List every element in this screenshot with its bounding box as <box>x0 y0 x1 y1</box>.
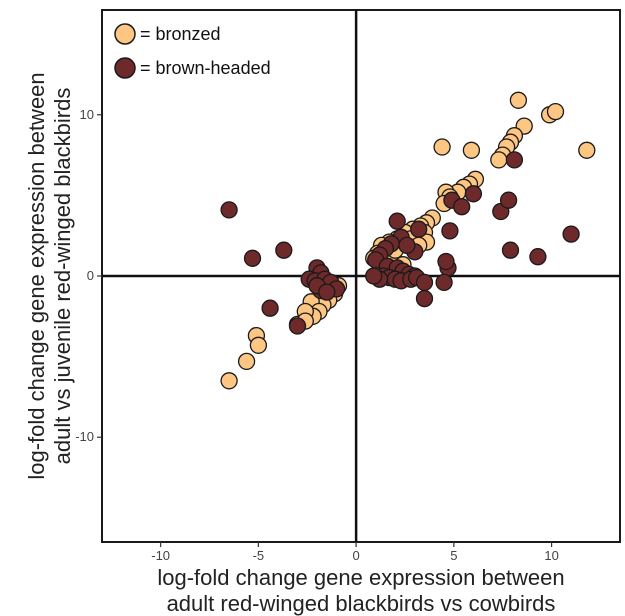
data-point-brown-headed <box>505 151 524 169</box>
legend-label-bronzed: = bronzed <box>140 24 221 44</box>
data-point-bronzed <box>237 352 256 371</box>
data-point-brown-headed <box>365 267 383 285</box>
data-point-brown-headed <box>415 273 434 292</box>
data-point-brown-headed <box>318 283 336 301</box>
data-point-brown-headed <box>435 273 453 292</box>
legend-marker-bronzed <box>114 23 136 45</box>
data-point-brown-headed <box>437 252 455 271</box>
data-point-bronzed <box>490 151 508 169</box>
y-tick-label: 0 <box>87 268 94 283</box>
data-point-bronzed <box>220 372 238 390</box>
legend: = bronzed = brown-headed <box>114 23 271 79</box>
data-point-brown-headed <box>410 220 428 238</box>
data-point-bronzed <box>462 141 481 159</box>
data-point-brown-headed <box>562 225 580 243</box>
x-axis-label-line-2: adult red-winged blackbirds vs cowbirds <box>167 591 556 616</box>
x-tick-label: -5 <box>253 548 265 563</box>
data-point-brown-headed <box>261 299 279 317</box>
data-point-bronzed <box>546 102 565 121</box>
data-point-brown-headed <box>453 198 471 216</box>
data-point-brown-headed <box>529 248 547 266</box>
data-point-brown-headed <box>275 241 293 259</box>
data-point-brown-headed <box>398 236 416 255</box>
data-point-brown-headed <box>243 249 262 267</box>
data-points <box>220 91 596 390</box>
data-point-bronzed <box>509 91 528 109</box>
data-point-brown-headed <box>288 317 307 335</box>
axis-ticks: -10 -5 0 5 10 -10 0 10 <box>75 107 559 563</box>
data-point-bronzed <box>433 138 451 156</box>
data-point-brown-headed <box>415 289 434 308</box>
data-point-brown-headed <box>388 212 406 230</box>
y-axis-label-line-1: log-fold change gene expression between <box>24 72 49 479</box>
legend-marker-brown-headed <box>114 57 136 79</box>
data-point-brown-headed <box>499 191 518 209</box>
x-tick-label: 10 <box>544 548 558 563</box>
y-tick-label: 10 <box>80 107 94 122</box>
data-point-brown-headed <box>501 241 520 259</box>
data-point-brown-headed <box>220 201 238 219</box>
data-point-brown-headed <box>441 222 459 240</box>
data-point-bronzed <box>249 336 268 354</box>
x-axis-label-line-1: log-fold change gene expression between <box>157 565 564 590</box>
x-tick-label: 5 <box>450 548 457 563</box>
x-tick-label: 0 <box>352 548 359 563</box>
legend-label-brown-headed: = brown-headed <box>140 58 271 78</box>
y-axis-label-line-2: adult vs juvenile red-winged blackbirds <box>50 88 75 465</box>
data-point-brown-headed <box>464 185 483 203</box>
y-tick-label: -10 <box>75 429 94 444</box>
data-point-bronzed <box>578 141 596 159</box>
x-tick-label: -10 <box>151 548 170 563</box>
